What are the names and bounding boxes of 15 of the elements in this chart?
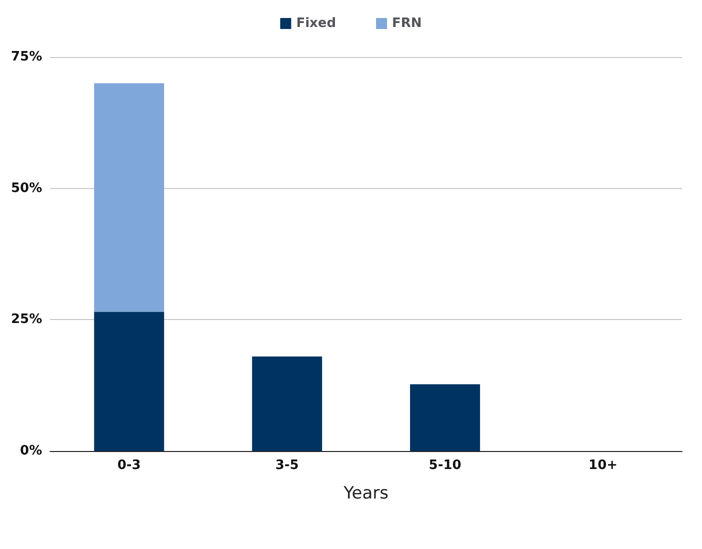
bar: [410, 384, 480, 451]
bar: [252, 356, 322, 451]
legend-label: Fixed: [296, 16, 336, 31]
x-tick-label: 5-10: [428, 458, 462, 473]
legend-label: FRN: [392, 16, 422, 31]
y-tick-label: 25%: [10, 312, 42, 328]
bar: [94, 83, 164, 312]
x-axis-title: Years: [342, 484, 389, 504]
y-tick-label: 75%: [10, 50, 42, 64]
x-tick-label: 10+: [588, 458, 618, 473]
y-tick-label: 0%: [20, 444, 42, 458]
x-tick-label: 0-3: [117, 458, 141, 473]
bar: [94, 312, 164, 451]
y-tick-label: 50%: [10, 180, 42, 196]
x-tick-label: 3-5: [275, 458, 299, 473]
